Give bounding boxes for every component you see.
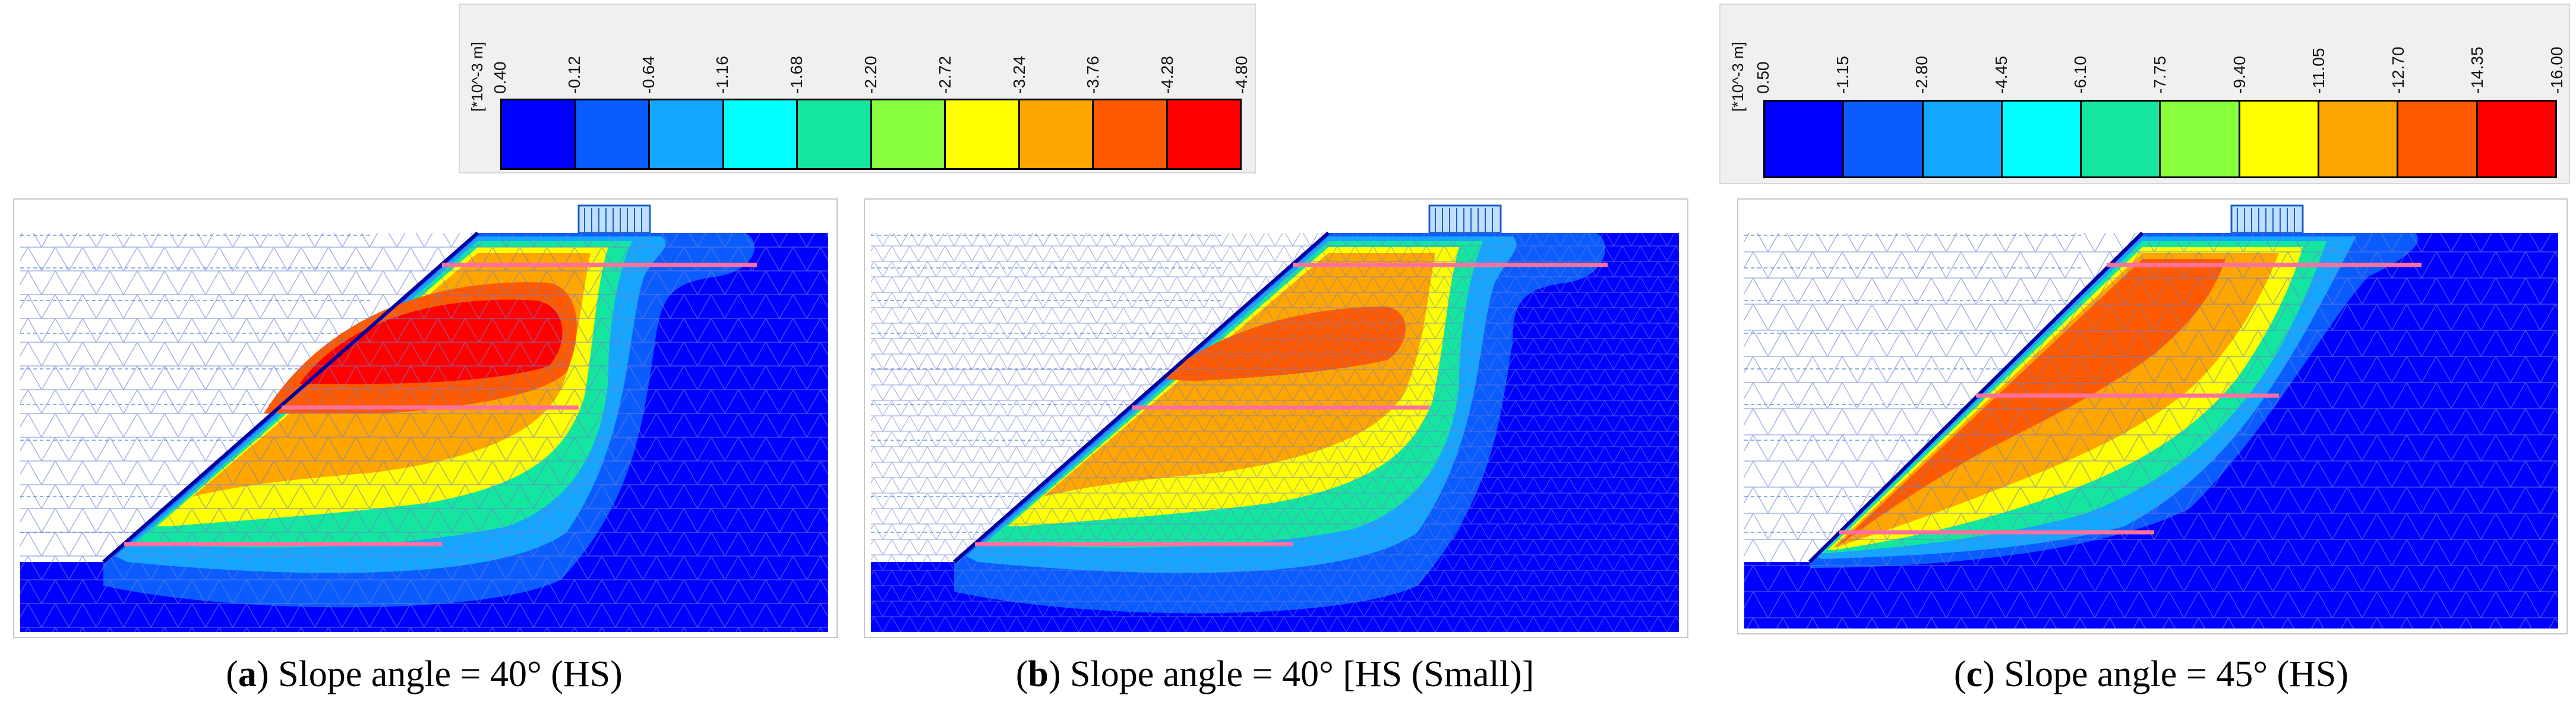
legend-tick-label: -3.24	[1009, 56, 1028, 94]
legend-swatch	[1923, 102, 2003, 176]
legend-tick-label: -7.75	[2151, 56, 2169, 94]
panel-b-contour-plot	[864, 198, 1688, 638]
legend-swatch	[872, 100, 946, 168]
legend-tick-label: -1.68	[787, 56, 806, 94]
legend-swatch	[1019, 100, 1094, 168]
legend-tick-label: -4.80	[1232, 56, 1251, 94]
surface-load	[2230, 204, 2304, 234]
legend-swatch	[2002, 102, 2082, 176]
slope-model-b	[865, 200, 1687, 637]
legend-unit-label: [*10^-3 m]	[468, 42, 486, 112]
legend-tick-label: -16.00	[2547, 46, 2566, 94]
legend-color-bar	[1763, 100, 2557, 178]
surface-load	[577, 204, 651, 234]
legend-tick-label: -4.28	[1158, 56, 1177, 94]
caption-open-paren: (	[1953, 654, 1966, 694]
legend-swatch	[2398, 102, 2478, 176]
legend-swatch	[2477, 102, 2555, 176]
legend-unit-label: [*10^-3 m]	[1729, 42, 1747, 112]
legend-tick-label: -6.10	[2071, 56, 2090, 94]
legend-swatch	[1765, 102, 1845, 176]
legend-tick-label: -2.72	[935, 56, 954, 94]
legend-tick-label: -2.20	[861, 56, 880, 94]
caption-letter: c	[1966, 654, 1983, 694]
legend-left: [*10^-3 m] 0.40 -0.12 -0.64 -1.16 -1.68 -2.20…	[459, 4, 1256, 173]
legend-swatch	[576, 100, 650, 168]
legend-swatch	[650, 100, 724, 168]
slope-model-a	[14, 200, 836, 637]
panel-c-contour-plot	[1737, 198, 2568, 634]
reinforcement-nails	[1839, 263, 2422, 535]
legend-tick-label: -1.16	[713, 56, 732, 94]
caption-text: ) Slope angle = 45° (HS)	[1982, 654, 2349, 694]
legend-right: [*10^-3 m] 0.50 -1.15 -2.80 -4.45 -6.10 -7.75…	[1719, 4, 2570, 184]
legend-swatch	[2240, 102, 2320, 176]
slope-model-c	[1738, 200, 2566, 633]
legend-tick-label: 0.50	[1754, 61, 1772, 94]
legend-tick-label: -2.80	[1912, 56, 1931, 94]
slope-face-line	[953, 231, 1330, 564]
reinforcement-nails	[124, 263, 757, 547]
legend-swatch	[2082, 102, 2161, 176]
legend-tick-label: -0.12	[564, 56, 583, 94]
surface-load	[1428, 204, 1502, 234]
legend-tick-label: -9.40	[2230, 56, 2249, 94]
legend-swatch	[1167, 100, 1240, 168]
legend-tick-label: -12.70	[2388, 46, 2407, 94]
caption-a: (a) Slope angle = 40° (HS)	[13, 653, 835, 696]
panel-a-contour-plot	[13, 198, 838, 638]
legend-color-bar	[500, 99, 1242, 170]
caption-b: (b) Slope angle = 40° [HS (Small)]	[864, 653, 1686, 696]
legend-tick-label: -14.35	[2468, 46, 2487, 94]
caption-open-paren: (	[226, 654, 238, 694]
legend-swatch	[724, 100, 798, 168]
reinforcement-nails	[975, 263, 1608, 547]
legend-tick-label: -1.15	[1833, 56, 1852, 94]
legend-swatch	[798, 100, 872, 168]
legend-tick-label: -4.45	[1991, 56, 2010, 94]
caption-letter: a	[238, 654, 257, 694]
caption-open-paren: (	[1015, 654, 1028, 694]
legend-swatch	[1844, 102, 1924, 176]
legend-tick-label: 0.40	[491, 61, 509, 94]
caption-c: (c) Slope angle = 45° (HS)	[1737, 653, 2565, 696]
legend-swatch	[2319, 102, 2399, 176]
legend-swatch	[1094, 100, 1168, 168]
legend-swatch	[2161, 102, 2240, 176]
legend-tick-label: -11.05	[2309, 48, 2328, 94]
caption-text: ) Slope angle = 40° (HS)	[256, 654, 623, 694]
caption-text: ) Slope angle = 40° [HS (Small)]	[1048, 654, 1535, 694]
caption-letter: b	[1028, 654, 1049, 694]
legend-tick-label: -0.64	[639, 56, 658, 94]
legend-swatch	[946, 100, 1020, 168]
legend-swatch	[502, 100, 576, 168]
legend-tick-label: -3.76	[1084, 56, 1103, 94]
slope-face-line	[102, 231, 479, 564]
